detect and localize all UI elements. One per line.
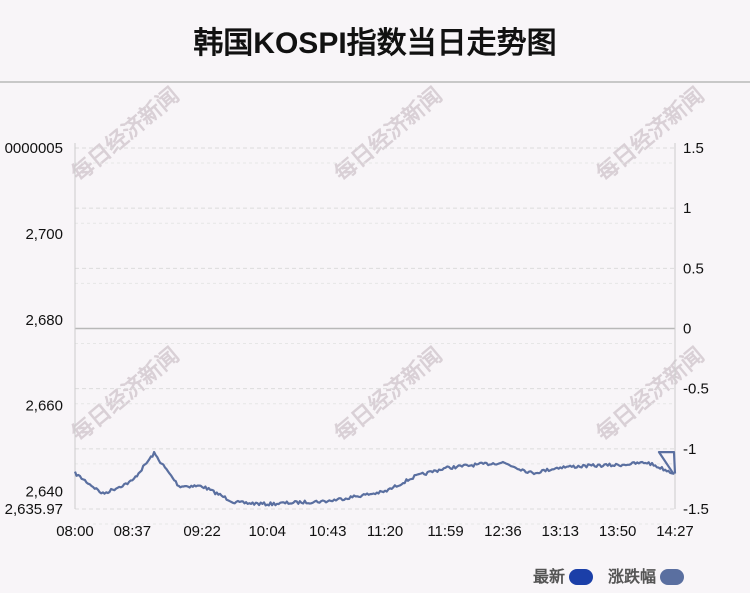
x-tick-label: 09:22 — [183, 523, 221, 540]
axis-layer — [74, 143, 676, 509]
legend-change-swatch — [660, 569, 685, 585]
legend-latest[interactable]: 最新 — [533, 563, 594, 587]
y-left-tick-label: 0000005 — [5, 140, 63, 157]
y-left-tick-label: 2,660 — [25, 398, 63, 415]
watermark-text: 每日经济新闻 — [67, 342, 184, 446]
y-left-tick-label: 2,640 — [25, 484, 63, 501]
legend-latest-label: 最新 — [533, 569, 566, 586]
y-left-tick-label: 2,700 — [25, 226, 63, 243]
y-left-tick-label: 2,680 — [25, 312, 63, 329]
x-tick-label: 13:50 — [599, 523, 637, 540]
y-right-tick-label: 1 — [683, 200, 691, 217]
x-tick-label: 14:27 — [656, 523, 694, 540]
series-layer — [73, 450, 677, 507]
grid-layer — [75, 147, 675, 525]
x-tick-label: 10:43 — [309, 523, 347, 540]
y-right-tick-label: 0 — [683, 321, 691, 338]
x-tick-label: 12:36 — [484, 523, 522, 540]
watermark-text: 每日经济新闻 — [330, 82, 447, 186]
y-right-tick-label: -1 — [683, 441, 696, 458]
y-left-tick-label: 2,635.97 — [5, 501, 63, 518]
y-right-tick-label: -0.5 — [683, 381, 709, 398]
watermark-text: 每日经济新闻 — [330, 342, 447, 446]
x-tick-label: 11:59 — [427, 523, 463, 540]
watermark-text: 每日经济新闻 — [592, 82, 709, 186]
x-tick-label: 08:00 — [56, 523, 94, 540]
x-tick-label: 13:13 — [541, 523, 579, 540]
x-tick-label: 11:20 — [367, 523, 403, 540]
watermark-text: 每日经济新闻 — [67, 82, 184, 186]
x-tick-label: 08:37 — [114, 523, 152, 540]
legend-change[interactable]: 涨跌幅 — [608, 563, 685, 587]
x-tick-label: 10:04 — [248, 523, 286, 540]
y-right-tick-label: 1.5 — [683, 140, 704, 157]
page-title: 韩国KOSPI指数当日走势图 — [193, 27, 557, 60]
series-line-latest — [73, 450, 677, 507]
y-right-tick-label: 0.5 — [683, 260, 704, 277]
label-layer: 00000052,7002,6802,6602,6402,635.971.510… — [5, 140, 709, 540]
title-divider — [0, 81, 750, 83]
y-right-tick-label: -1.5 — [683, 501, 709, 518]
legend-latest-swatch — [569, 569, 594, 585]
legend-change-label: 涨跌幅 — [608, 569, 657, 586]
